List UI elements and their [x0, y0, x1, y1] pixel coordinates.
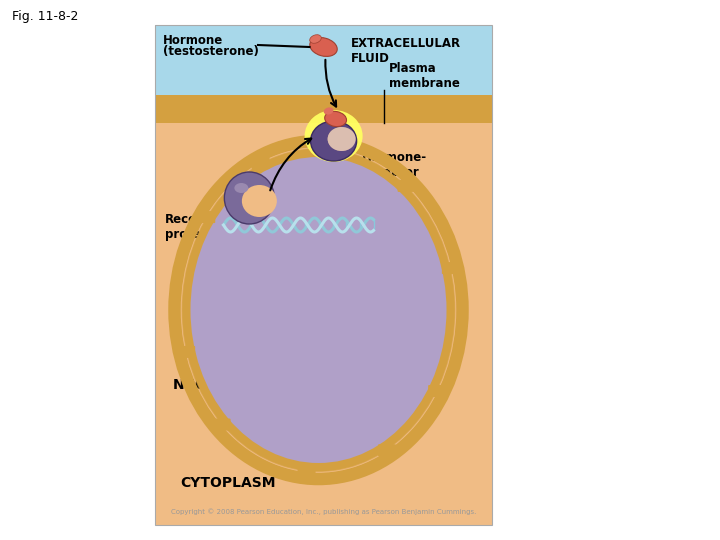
Text: (testosterone): (testosterone) — [163, 45, 259, 58]
Text: CYTOPLASM: CYTOPLASM — [180, 476, 276, 490]
Text: NUCLEUS: NUCLEUS — [173, 378, 246, 392]
FancyBboxPatch shape — [197, 211, 215, 223]
Bar — [155, 25, 492, 525]
Ellipse shape — [310, 38, 337, 56]
Bar — [155, 25, 492, 525]
Ellipse shape — [310, 35, 321, 43]
FancyBboxPatch shape — [212, 418, 230, 430]
Ellipse shape — [225, 172, 274, 224]
Ellipse shape — [242, 185, 277, 217]
FancyBboxPatch shape — [251, 157, 269, 169]
FancyBboxPatch shape — [397, 180, 415, 192]
Text: EXTRACELLULAR
FLUID: EXTRACELLULAR FLUID — [351, 37, 461, 65]
Ellipse shape — [305, 110, 363, 162]
Text: Hormone-
receptor
complex: Hormone- receptor complex — [361, 151, 427, 194]
Ellipse shape — [328, 127, 356, 151]
Bar — [155, 25, 492, 95]
Ellipse shape — [191, 157, 446, 463]
FancyBboxPatch shape — [333, 145, 351, 157]
FancyBboxPatch shape — [428, 385, 446, 397]
FancyBboxPatch shape — [378, 444, 396, 456]
Ellipse shape — [189, 155, 449, 465]
FancyBboxPatch shape — [297, 465, 315, 477]
Text: Fig. 11-8-2: Fig. 11-8-2 — [12, 10, 78, 23]
Ellipse shape — [325, 111, 346, 126]
FancyBboxPatch shape — [442, 262, 460, 274]
Ellipse shape — [181, 148, 456, 472]
Ellipse shape — [235, 183, 248, 193]
Ellipse shape — [328, 127, 356, 151]
Text: DNA: DNA — [379, 219, 408, 232]
Ellipse shape — [324, 107, 333, 114]
Text: Plasma
membrane: Plasma membrane — [390, 62, 460, 90]
Text: Receptor
protein: Receptor protein — [165, 213, 225, 241]
Bar — [155, 95, 492, 123]
Text: Copyright © 2008 Pearson Education, Inc., publishing as Pearson Benjamin Cumming: Copyright © 2008 Pearson Education, Inc.… — [171, 508, 476, 515]
Ellipse shape — [310, 121, 356, 161]
FancyBboxPatch shape — [177, 346, 195, 358]
Text: Hormone: Hormone — [163, 33, 223, 46]
